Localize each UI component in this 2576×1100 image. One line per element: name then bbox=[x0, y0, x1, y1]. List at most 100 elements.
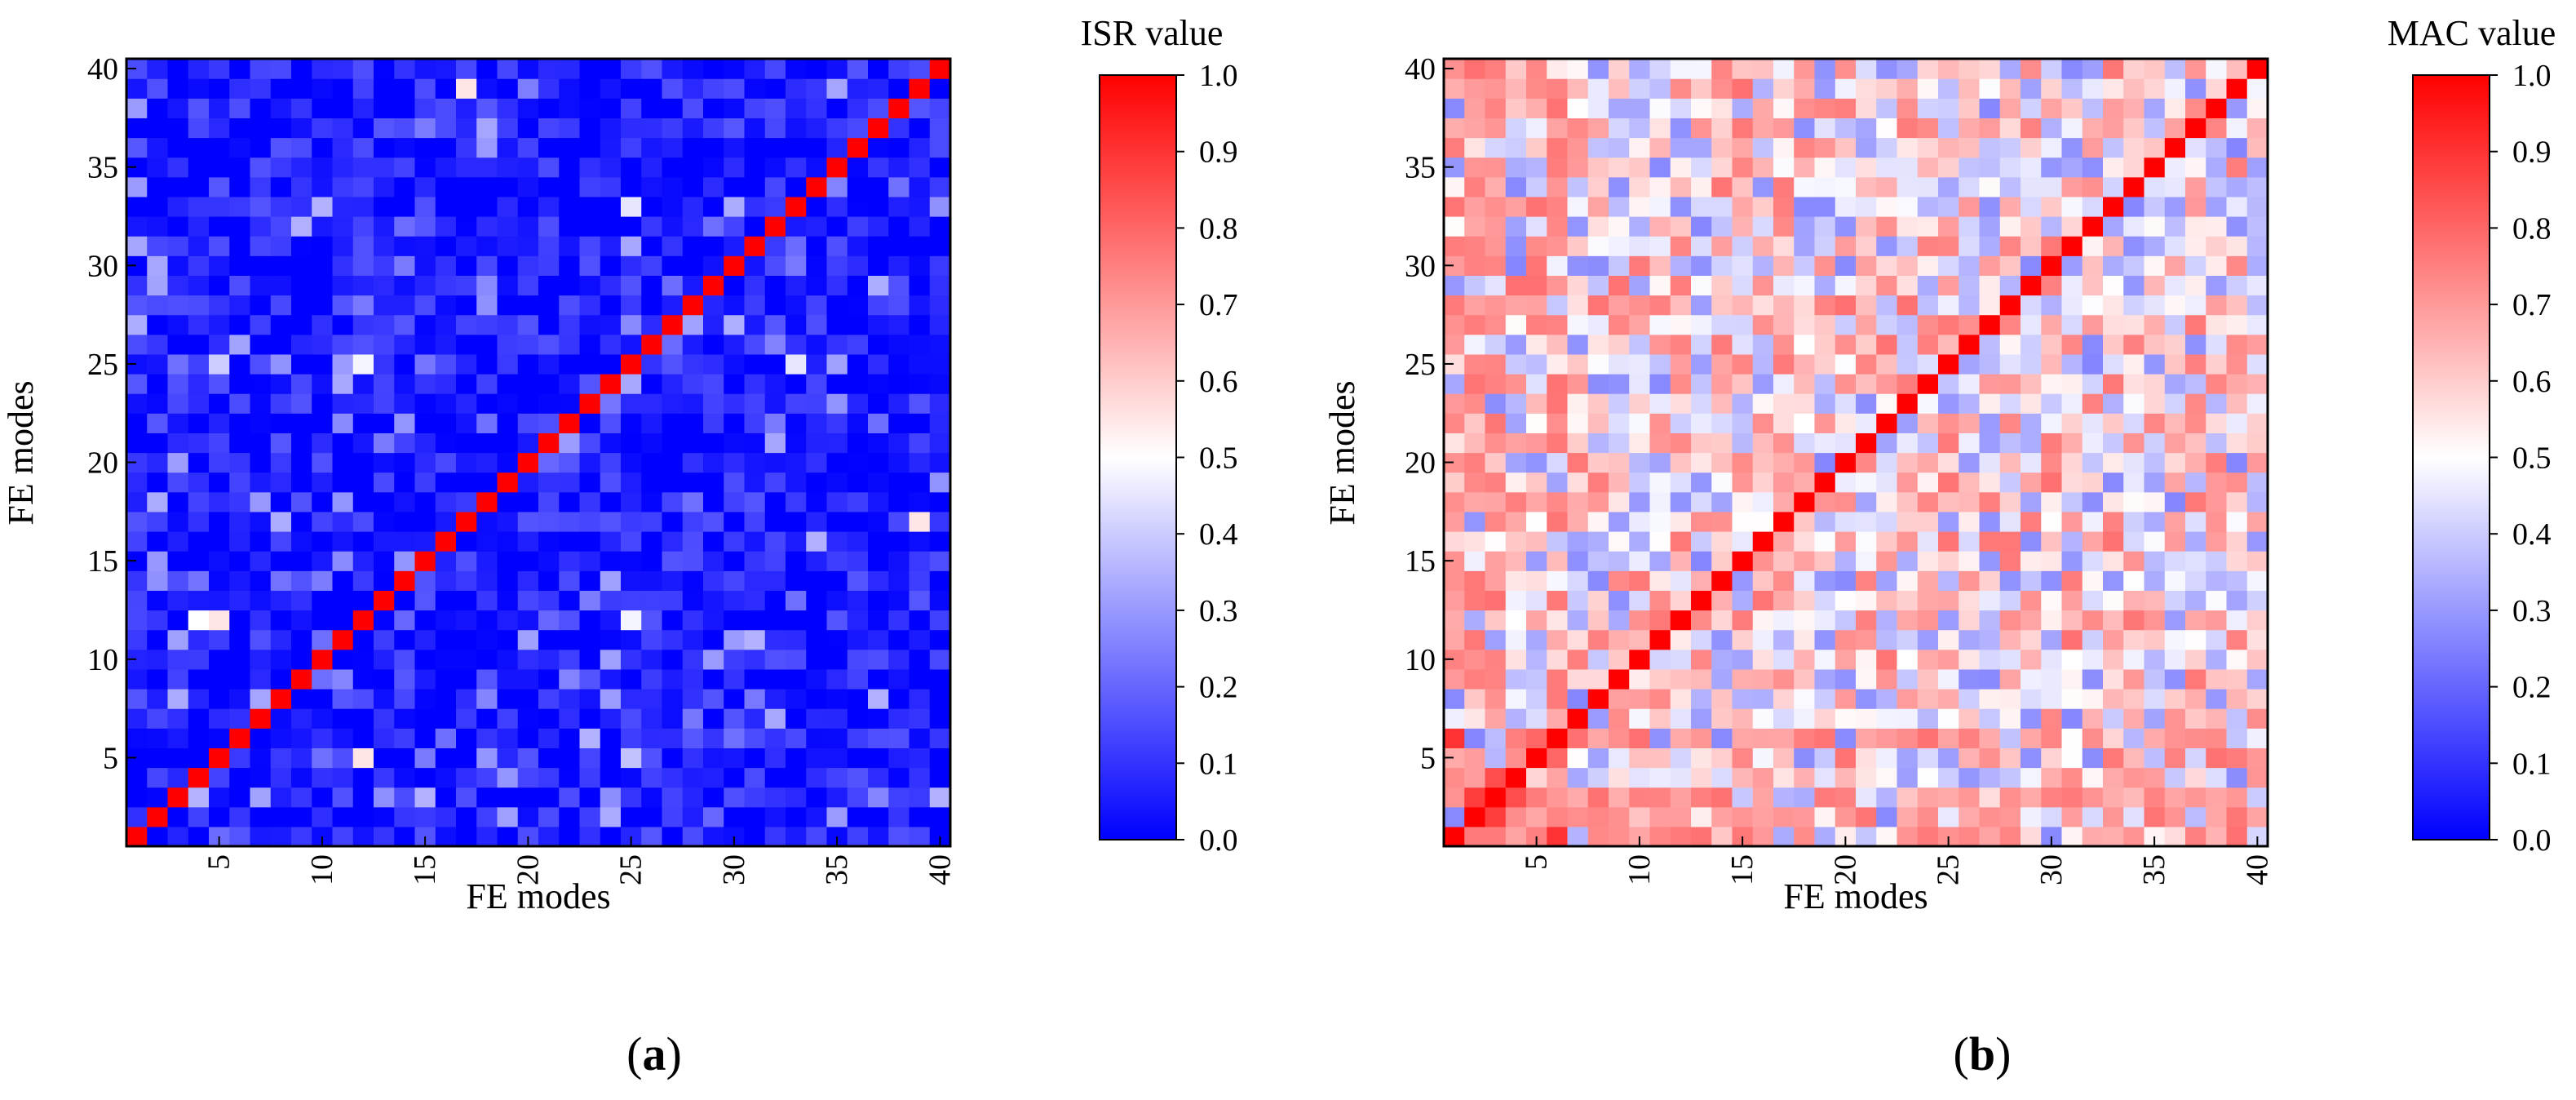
heatmap-cell-mac-39-28 bbox=[2226, 295, 2248, 316]
heatmap-cell-mac-31-38 bbox=[2061, 98, 2083, 118]
heatmap-cell-mac-25-28 bbox=[1938, 295, 1959, 316]
heatmap-cell-isr-34-11 bbox=[806, 629, 828, 650]
heatmap-cell-isr-37-3 bbox=[868, 787, 889, 808]
heatmap-cell-isr-28-35 bbox=[682, 157, 704, 178]
heatmap-cell-isr-20-22 bbox=[517, 413, 539, 433]
heatmap-cell-isr-25-19 bbox=[621, 472, 642, 493]
heatmap-cell-mac-30-40 bbox=[2041, 59, 2063, 79]
heatmap-cell-isr-15-2 bbox=[414, 806, 436, 827]
heatmap-cell-mac-17-33 bbox=[1773, 196, 1795, 217]
heatmap-cell-mac-5-33 bbox=[1526, 196, 1547, 217]
heatmap-cell-mac-26-14 bbox=[1959, 570, 1981, 591]
heatmap-cell-mac-39-6 bbox=[2226, 728, 2248, 748]
heatmap-cell-mac-37-1 bbox=[2185, 826, 2206, 847]
heatmap-cell-isr-29-40 bbox=[703, 59, 724, 79]
heatmap-cell-isr-32-39 bbox=[764, 78, 786, 99]
heatmap-cell-isr-6-25 bbox=[229, 353, 251, 375]
heatmap-cell-isr-37-17 bbox=[868, 511, 889, 532]
heatmap-cell-isr-15-13 bbox=[414, 590, 436, 611]
heatmap-cell-isr-40-8 bbox=[929, 689, 951, 709]
heatmap-cell-mac-32-19 bbox=[2082, 472, 2104, 493]
heatmap-cell-mac-1-34 bbox=[1444, 176, 1465, 197]
heatmap-cell-mac-26-19 bbox=[1959, 472, 1981, 493]
heatmap-cell-mac-32-32 bbox=[2082, 216, 2104, 237]
heatmap-cell-mac-9-23 bbox=[1609, 393, 1630, 414]
heatmap-cell-mac-33-30 bbox=[2103, 255, 2124, 276]
heatmap-cell-isr-15-22 bbox=[414, 413, 436, 433]
heatmap-cell-mac-38-22 bbox=[2206, 413, 2228, 433]
heatmap-cell-mac-21-29 bbox=[1856, 275, 1877, 296]
heatmap-cell-isr-8-38 bbox=[270, 98, 292, 118]
heatmap-cell-mac-23-5 bbox=[1897, 747, 1919, 769]
heatmap-cell-isr-29-37 bbox=[703, 118, 724, 139]
heatmap-cell-isr-35-11 bbox=[826, 629, 848, 650]
heatmap-cell-mac-32-30 bbox=[2082, 255, 2104, 276]
heatmap-cell-mac-28-2 bbox=[1999, 806, 2021, 827]
heatmap-cell-isr-4-15 bbox=[188, 551, 210, 571]
heatmap-cell-mac-25-25 bbox=[1938, 353, 1959, 375]
heatmap-cell-isr-10-2 bbox=[312, 806, 334, 827]
heatmap-cell-isr-23-7 bbox=[579, 708, 601, 729]
heatmap-cell-isr-27-4 bbox=[662, 767, 684, 788]
colorbar-tick-label-mac-0.7: 0.7 bbox=[2512, 288, 2552, 322]
heatmap-cell-isr-17-1 bbox=[456, 826, 477, 847]
heatmap-cell-mac-24-13 bbox=[1917, 590, 1939, 611]
heatmap-cell-mac-22-35 bbox=[1876, 157, 1898, 178]
heatmap-cell-mac-13-28 bbox=[1691, 295, 1712, 316]
heatmap-cell-mac-23-14 bbox=[1897, 570, 1919, 591]
heatmap-cell-isr-24-5 bbox=[600, 747, 622, 769]
heatmap-cell-isr-12-15 bbox=[352, 551, 374, 571]
heatmap-cell-isr-21-16 bbox=[538, 531, 560, 552]
heatmap-cell-isr-34-4 bbox=[806, 767, 828, 788]
heatmap-cell-mac-15-40 bbox=[1732, 59, 1754, 79]
heatmap-cell-isr-26-3 bbox=[641, 787, 663, 808]
heatmap-cell-mac-3-20 bbox=[1485, 452, 1507, 473]
heatmap-cell-isr-32-9 bbox=[764, 668, 786, 690]
heatmap-cell-mac-21-14 bbox=[1856, 570, 1877, 591]
heatmap-cell-mac-34-35 bbox=[2123, 157, 2145, 178]
heatmap-cell-mac-15-13 bbox=[1732, 590, 1754, 611]
heatmap-cell-isr-13-3 bbox=[374, 787, 395, 808]
heatmap-cell-isr-22-22 bbox=[559, 413, 581, 433]
heatmap-cell-isr-16-9 bbox=[435, 668, 457, 690]
heatmap-cell-isr-36-14 bbox=[847, 570, 869, 591]
heatmap-cell-mac-3-12 bbox=[1485, 610, 1507, 631]
heatmap-cell-mac-12-37 bbox=[1670, 118, 1692, 139]
heatmap-cell-isr-9-3 bbox=[291, 787, 312, 808]
y-tick-label-mac-10: 10 bbox=[1405, 643, 1436, 677]
heatmap-cell-mac-18-23 bbox=[1794, 393, 1816, 414]
heatmap-cell-isr-17-15 bbox=[456, 551, 477, 571]
heatmap-cell-isr-9-30 bbox=[291, 255, 312, 276]
heatmap-cell-mac-26-7 bbox=[1959, 708, 1981, 729]
heatmap-cell-mac-20-24 bbox=[1835, 374, 1857, 394]
heatmap-cell-isr-5-10 bbox=[209, 649, 230, 670]
heatmap-cell-mac-31-13 bbox=[2061, 590, 2083, 611]
heatmap-cell-mac-21-1 bbox=[1856, 826, 1877, 847]
heatmap-cell-isr-6-35 bbox=[229, 157, 251, 178]
heatmap-cell-mac-7-10 bbox=[1567, 649, 1589, 670]
heatmap-cell-isr-17-24 bbox=[456, 374, 477, 394]
heatmap-cell-isr-19-37 bbox=[497, 118, 519, 139]
heatmap-cell-mac-3-22 bbox=[1485, 413, 1507, 433]
heatmap-cell-isr-4-32 bbox=[188, 216, 210, 237]
heatmap-cell-mac-6-2 bbox=[1547, 806, 1569, 827]
heatmap-cell-mac-2-32 bbox=[1464, 216, 1486, 237]
heatmap-cell-mac-20-28 bbox=[1835, 295, 1857, 316]
heatmap-cell-isr-35-33 bbox=[826, 196, 848, 217]
heatmap-cell-mac-15-37 bbox=[1732, 118, 1754, 139]
heatmap-cell-isr-34-8 bbox=[806, 689, 828, 709]
heatmap-cell-mac-12-14 bbox=[1670, 570, 1692, 591]
heatmap-cell-mac-10-33 bbox=[1629, 196, 1651, 217]
heatmap-cell-mac-31-4 bbox=[2061, 767, 2083, 788]
heatmap-cell-isr-39-19 bbox=[909, 472, 931, 493]
heatmap-cell-mac-37-29 bbox=[2185, 275, 2206, 296]
heatmap-cell-isr-38-4 bbox=[888, 767, 910, 788]
heatmap-cell-isr-9-39 bbox=[291, 78, 312, 99]
heatmap-cell-isr-11-20 bbox=[332, 452, 354, 473]
heatmap-cell-mac-18-34 bbox=[1794, 176, 1816, 197]
heatmap-cell-isr-1-2 bbox=[126, 806, 148, 827]
heatmap-cell-mac-34-6 bbox=[2123, 728, 2145, 748]
heatmap-cell-isr-24-21 bbox=[600, 432, 622, 454]
heatmap-cell-mac-9-27 bbox=[1609, 314, 1630, 335]
heatmap-cell-mac-9-24 bbox=[1609, 374, 1630, 394]
